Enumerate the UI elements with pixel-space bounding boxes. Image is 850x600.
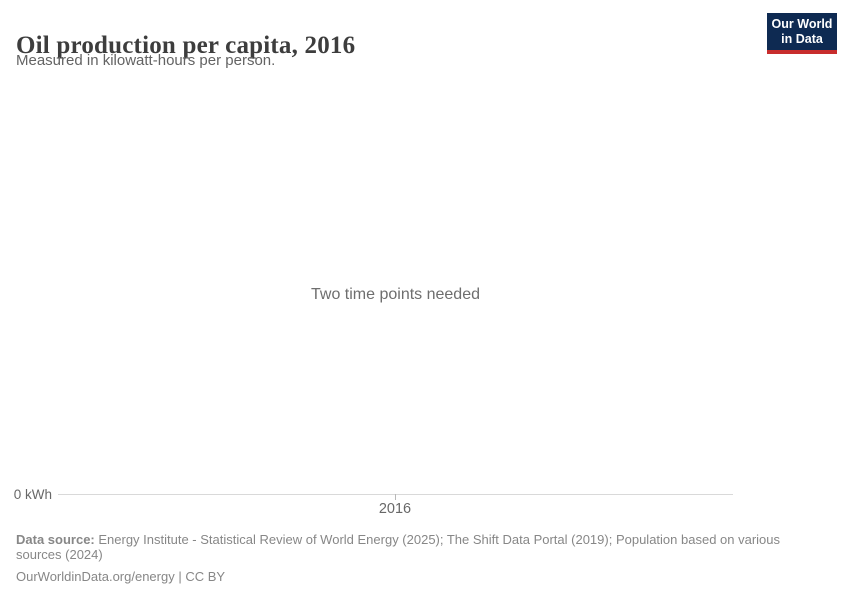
data-source-line: Data source: Energy Institute - Statisti…: [16, 532, 816, 562]
license-line: OurWorldinData.org/energy | CC BY: [16, 569, 816, 584]
chart-footer: Data source: Energy Institute - Statisti…: [16, 532, 816, 584]
x-axis-tick-mark: [395, 494, 396, 500]
owid-logo-line2: in Data: [781, 32, 823, 46]
y-axis-tick-label: 0 kWh: [13, 487, 52, 502]
owid-logo[interactable]: Our World in Data: [767, 13, 837, 54]
x-axis-tick-label: 2016: [378, 501, 412, 517]
cc-by-link[interactable]: CC BY: [185, 569, 226, 584]
data-source-label: Data source:: [16, 532, 95, 547]
data-source-text: Energy Institute - Statistical Review of…: [16, 532, 781, 562]
empty-state-message: Two time points needed: [311, 286, 480, 303]
owid-url-link[interactable]: OurWorldinData.org/energy: [16, 569, 175, 584]
owid-logo-line1: Our World: [771, 17, 833, 31]
chart-title: Oil production per capita, 2016: [16, 31, 356, 59]
footer-separator: |: [174, 569, 186, 584]
chart-subtitle: Measured in kilowatt-hours per person.: [16, 52, 276, 69]
